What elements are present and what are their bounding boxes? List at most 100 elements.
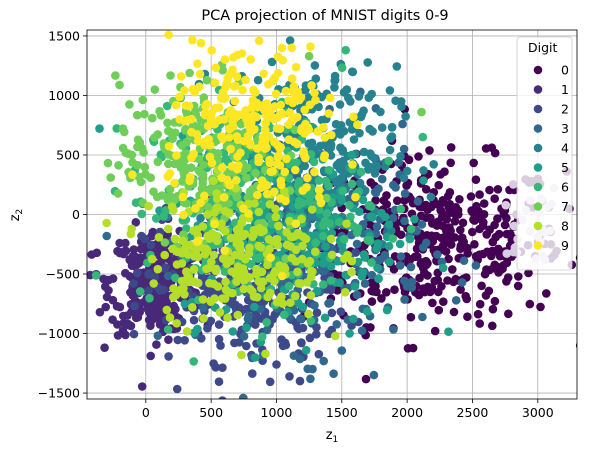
point-digit-6 — [419, 133, 428, 142]
point-digit-0 — [435, 306, 444, 315]
point-digit-0 — [439, 241, 448, 250]
x-tick-label: 3000 — [522, 405, 554, 420]
point-digit-0 — [362, 375, 371, 384]
point-digit-4 — [391, 96, 400, 105]
point-digit-0 — [491, 149, 500, 158]
point-digit-8 — [190, 252, 199, 261]
point-digit-9 — [207, 46, 216, 55]
point-digit-8 — [303, 278, 312, 287]
point-digit-7 — [179, 156, 188, 165]
point-digit-8 — [221, 278, 230, 287]
point-digit-9 — [200, 141, 209, 150]
point-digit-8 — [250, 199, 259, 208]
point-digit-9 — [218, 163, 227, 172]
point-digit-0 — [372, 288, 381, 297]
point-digit-7 — [139, 96, 148, 105]
point-digit-6 — [92, 271, 101, 280]
point-digit-9 — [349, 113, 358, 122]
point-digit-9 — [311, 96, 320, 105]
point-digit-9 — [286, 108, 295, 117]
point-digit-9 — [211, 104, 220, 113]
point-digit-1 — [103, 293, 112, 302]
point-digit-7 — [185, 69, 194, 78]
point-digit-9 — [228, 65, 237, 74]
point-digit-3 — [244, 312, 253, 321]
point-digit-7 — [417, 108, 426, 117]
point-digit-8 — [274, 241, 283, 250]
point-digit-4 — [336, 100, 345, 109]
point-digit-7 — [104, 159, 113, 168]
point-digit-7 — [154, 158, 163, 167]
point-digit-3 — [378, 175, 387, 184]
point-digit-4 — [427, 193, 436, 202]
point-digit-8 — [347, 268, 356, 277]
point-digit-0 — [459, 219, 468, 228]
point-digit-9 — [292, 63, 301, 72]
point-digit-5 — [363, 307, 372, 316]
point-digit-0 — [368, 297, 377, 306]
point-digit-9 — [220, 193, 229, 202]
point-digit-9 — [244, 132, 253, 141]
legend-marker — [534, 202, 543, 211]
point-digit-0 — [489, 238, 498, 247]
point-digit-9 — [193, 237, 202, 246]
point-digit-9 — [315, 186, 324, 195]
point-digit-7 — [203, 76, 212, 85]
point-digit-3 — [400, 145, 409, 154]
point-digit-8 — [328, 251, 337, 260]
point-digit-8 — [190, 265, 199, 274]
point-digit-2 — [161, 263, 170, 272]
point-digit-9 — [276, 101, 285, 110]
point-digit-8 — [266, 200, 275, 209]
point-digit-7 — [114, 161, 123, 170]
point-digit-4 — [336, 143, 345, 152]
point-digit-8 — [234, 311, 243, 320]
point-digit-8 — [148, 255, 157, 264]
point-digit-0 — [397, 230, 406, 239]
point-digit-2 — [130, 330, 139, 339]
point-digit-2 — [173, 385, 182, 394]
point-digit-3 — [418, 220, 427, 229]
point-digit-0 — [414, 152, 423, 161]
point-digit-3 — [398, 120, 407, 129]
point-digit-6 — [137, 210, 146, 219]
point-digit-6 — [407, 225, 416, 234]
point-digit-5 — [181, 300, 190, 309]
point-digit-2 — [133, 269, 142, 278]
point-digit-6 — [164, 325, 173, 334]
point-digit-7 — [119, 124, 128, 133]
point-digit-3 — [308, 365, 317, 374]
point-digit-3 — [296, 314, 305, 323]
point-digit-2 — [130, 302, 139, 311]
point-digit-9 — [246, 122, 255, 131]
point-digit-8 — [261, 350, 270, 359]
legend-label: 3 — [561, 121, 569, 136]
point-digit-1 — [152, 302, 161, 311]
point-digit-8 — [172, 319, 181, 328]
point-digit-2 — [251, 320, 260, 329]
point-digit-9 — [252, 113, 261, 122]
point-digit-8 — [245, 243, 254, 252]
point-digit-3 — [358, 326, 367, 335]
point-digit-0 — [406, 255, 415, 264]
point-digit-4 — [367, 90, 376, 99]
point-digit-3 — [397, 252, 406, 261]
point-digit-9 — [186, 173, 195, 182]
point-digit-9 — [274, 52, 283, 61]
point-digit-8 — [253, 266, 262, 275]
point-digit-8 — [205, 234, 214, 243]
point-digit-0 — [514, 272, 523, 281]
point-digit-0 — [474, 310, 483, 319]
point-digit-9 — [170, 179, 179, 188]
point-digit-9 — [264, 80, 273, 89]
point-digit-5 — [374, 274, 383, 283]
point-digit-8 — [172, 291, 181, 300]
point-digit-8 — [144, 202, 153, 211]
point-digit-8 — [163, 306, 172, 315]
point-digit-0 — [495, 230, 504, 239]
point-digit-3 — [310, 301, 319, 310]
point-digit-8 — [307, 291, 316, 300]
point-digit-9 — [250, 101, 259, 110]
point-digit-8 — [274, 222, 283, 231]
point-digit-8 — [199, 295, 208, 304]
